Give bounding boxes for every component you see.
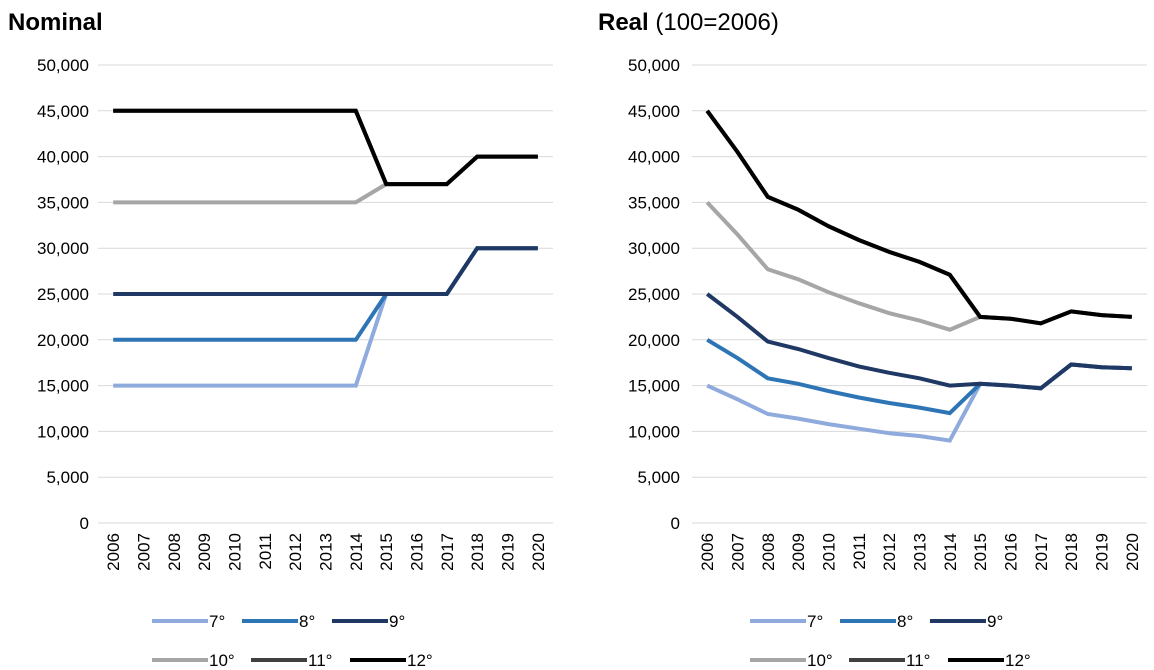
legend-label: 12° <box>1005 651 1031 670</box>
y-tick-label: 40,000 <box>628 148 680 167</box>
x-tick-label: 2006 <box>104 533 123 571</box>
y-tick-label: 0 <box>80 514 89 533</box>
x-tick-label: 2007 <box>135 533 154 571</box>
x-tick-label: 2006 <box>698 533 717 571</box>
series-line-10° <box>113 154 538 205</box>
y-tick-label: 25,000 <box>628 285 680 304</box>
y-tick-label: 5,000 <box>46 468 89 487</box>
legend-label: 11° <box>906 651 930 670</box>
y-tick-label: 50,000 <box>628 56 680 75</box>
series-line-12° <box>113 108 538 187</box>
y-tick-label: 50,000 <box>37 56 89 75</box>
legend-label: 12° <box>407 651 433 670</box>
x-tick-label: 2018 <box>1062 533 1081 571</box>
y-tick-label: 35,000 <box>37 193 89 212</box>
y-tick-label: 30,000 <box>628 239 680 258</box>
x-tick-label: 2016 <box>408 533 427 571</box>
legend-label: 8° <box>299 612 315 631</box>
x-tick-label: 2018 <box>468 533 487 571</box>
y-tick-label: 25,000 <box>37 285 89 304</box>
x-tick-label: 2007 <box>729 533 748 571</box>
legend-label: 7° <box>807 612 823 631</box>
x-tick-label: 2013 <box>317 533 336 571</box>
x-tick-label: 2016 <box>1002 533 1021 571</box>
legend-label: 8° <box>897 612 913 631</box>
chart-title-0: Nominal <box>8 9 103 36</box>
series-line-7° <box>706 362 1132 443</box>
x-tick-label: 2008 <box>165 533 184 571</box>
x-tick-label: 2011 <box>850 533 869 570</box>
x-tick-label: 2020 <box>1123 533 1142 571</box>
x-tick-label: 2014 <box>941 533 960 571</box>
legend-label: 10° <box>209 651 235 670</box>
x-tick-label: 2017 <box>1032 533 1051 571</box>
x-tick-label: 2017 <box>438 533 457 571</box>
x-tick-label: 2010 <box>226 533 245 571</box>
x-tick-label: 2020 <box>529 533 548 571</box>
legend-label: 9° <box>987 612 1003 631</box>
x-tick-label: 2010 <box>820 533 839 571</box>
y-tick-label: 10,000 <box>37 422 89 441</box>
x-tick-label: 2012 <box>880 533 899 571</box>
series-line-10° <box>705 201 981 332</box>
series-line-11° <box>705 109 1132 326</box>
y-tick-label: 10,000 <box>628 422 680 441</box>
x-tick-label: 2011 <box>256 533 275 570</box>
series-line-7° <box>113 246 538 388</box>
legend-label: 10° <box>807 651 833 670</box>
x-tick-label: 2015 <box>971 533 990 571</box>
legend-label: 7° <box>209 612 225 631</box>
y-tick-label: 45,000 <box>628 102 680 121</box>
chart-title-main: Nominal <box>8 9 103 36</box>
y-tick-label: 20,000 <box>37 331 89 350</box>
y-tick-label: 35,000 <box>628 193 680 212</box>
legend-label: 9° <box>389 612 405 631</box>
x-tick-label: 2008 <box>759 533 778 571</box>
series-line-11° <box>113 108 538 187</box>
x-tick-label: 2015 <box>377 533 396 571</box>
chart-title-1: Real (100=2006) <box>598 9 779 36</box>
y-tick-label: 30,000 <box>37 239 89 258</box>
x-tick-label: 2009 <box>789 533 808 571</box>
y-tick-label: 0 <box>671 514 680 533</box>
legend-label: 11° <box>308 651 332 670</box>
y-tick-label: 20,000 <box>628 331 680 350</box>
series-line-12° <box>705 109 1132 326</box>
x-tick-label: 2019 <box>499 533 518 571</box>
chart-title-main: Real <box>598 9 649 36</box>
y-tick-label: 40,000 <box>37 148 89 167</box>
y-tick-label: 5,000 <box>637 468 680 487</box>
y-tick-label: 15,000 <box>37 377 89 396</box>
chart-subtitle: (100=2006) <box>649 9 779 36</box>
x-tick-label: 2009 <box>195 533 214 571</box>
series-line-9° <box>705 292 1132 391</box>
y-tick-label: 45,000 <box>37 102 89 121</box>
series-line-9° <box>113 246 538 296</box>
x-tick-label: 2013 <box>911 533 930 571</box>
x-tick-label: 2019 <box>1093 533 1112 571</box>
y-tick-label: 15,000 <box>628 377 680 396</box>
x-tick-label: 2014 <box>347 533 366 571</box>
x-tick-label: 2012 <box>286 533 305 571</box>
